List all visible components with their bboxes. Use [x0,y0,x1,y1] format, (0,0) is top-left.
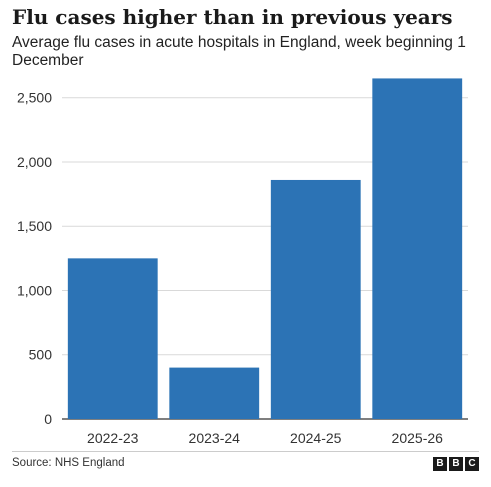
chart-title: Flu cases higher than in previous years [12,5,453,29]
x-tick-label: 2024-25 [290,430,342,446]
source-note: Source: NHS England [12,457,125,469]
y-tick-label: 2,000 [17,154,52,170]
logo-letter: B [449,457,463,471]
bbc-logo: B B C [433,457,479,471]
bar-2023-24 [169,367,260,419]
y-tick-label: 1,000 [17,282,52,298]
x-tick-label: 2023-24 [189,430,241,446]
y-tick-label: 1,500 [17,218,52,234]
y-tick-label: 2,500 [17,90,52,106]
bars [67,78,463,419]
footer-divider [12,451,479,452]
bar-2025-26 [372,78,463,419]
x-axis-ticks: 2022-23 2023-24 2024-25 2025-26 [87,430,443,446]
chart-subtitle: Average flu cases in acute hospitals in … [12,34,466,69]
bar-2022-23 [67,258,158,419]
y-axis-ticks: 0 500 1,000 1,500 2,000 2,500 [17,90,52,427]
y-tick-label: 500 [29,347,53,363]
x-tick-label: 2025-26 [392,430,444,446]
logo-letter: C [465,457,479,471]
logo-letter: B [433,457,447,471]
y-tick-label: 0 [44,411,52,427]
bar-2024-25 [270,179,361,419]
x-tick-label: 2022-23 [87,430,139,446]
